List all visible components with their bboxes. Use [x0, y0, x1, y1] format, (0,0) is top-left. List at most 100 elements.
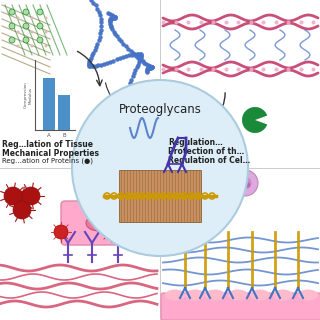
Point: [286, 20, 291, 25]
FancyBboxPatch shape: [61, 201, 137, 245]
Point: [108, 59, 113, 64]
Point: [98, 62, 103, 67]
Point: [198, 67, 203, 72]
Point: [87, 59, 92, 64]
Circle shape: [188, 180, 203, 196]
Point: [145, 67, 150, 72]
Point: [128, 81, 133, 86]
Point: [140, 59, 145, 64]
Circle shape: [37, 9, 43, 15]
Point: [133, 68, 138, 73]
Circle shape: [104, 225, 118, 239]
Point: [93, 44, 99, 49]
Point: [91, 0, 96, 5]
Bar: [58, 95, 70, 130]
Point: [236, 20, 241, 25]
Circle shape: [54, 225, 68, 239]
Point: [108, 21, 113, 27]
Point: [90, 53, 95, 58]
Circle shape: [44, 17, 47, 20]
Text: B: B: [62, 133, 66, 138]
Point: [91, 64, 96, 69]
Point: [112, 15, 117, 20]
Point: [211, 20, 216, 25]
Text: A: A: [47, 133, 51, 138]
Point: [109, 16, 114, 21]
Bar: [119, 170, 201, 222]
Point: [128, 49, 133, 54]
Point: [142, 60, 147, 65]
Point: [116, 36, 121, 41]
Ellipse shape: [298, 290, 318, 300]
Point: [108, 12, 113, 17]
Point: [123, 44, 128, 49]
Point: [186, 67, 191, 72]
Point: [144, 61, 149, 66]
Point: [134, 51, 139, 56]
Circle shape: [44, 44, 47, 47]
Point: [110, 15, 115, 20]
Text: Regulation…: Regulation…: [168, 138, 223, 147]
Point: [98, 31, 103, 36]
Point: [147, 65, 152, 70]
Circle shape: [23, 37, 29, 43]
Point: [160, 20, 165, 25]
Text: Reg…lation of Tissue: Reg…lation of Tissue: [2, 140, 93, 149]
Point: [111, 15, 116, 20]
Point: [133, 53, 138, 58]
Point: [149, 65, 154, 70]
Text: Regulation of Cel…: Regulation of Cel…: [168, 156, 250, 165]
Circle shape: [17, 30, 20, 34]
Point: [114, 34, 119, 39]
Point: [139, 52, 144, 58]
Point: [273, 20, 278, 25]
Point: [148, 64, 153, 69]
Ellipse shape: [86, 215, 112, 231]
Circle shape: [30, 17, 34, 20]
Circle shape: [245, 182, 251, 188]
Point: [135, 62, 140, 67]
Point: [261, 20, 266, 25]
Point: [127, 84, 132, 89]
Point: [98, 13, 103, 18]
Point: [88, 64, 93, 69]
Point: [148, 65, 153, 70]
Point: [113, 15, 118, 20]
Point: [147, 63, 152, 68]
Point: [130, 74, 135, 79]
Point: [248, 20, 253, 25]
Point: [121, 55, 126, 60]
Point: [273, 67, 278, 72]
Ellipse shape: [250, 290, 270, 300]
Point: [112, 15, 117, 20]
Point: [138, 58, 143, 63]
Point: [86, 61, 91, 67]
Point: [96, 38, 101, 43]
Circle shape: [30, 30, 34, 34]
Point: [89, 64, 94, 69]
Point: [111, 58, 116, 63]
Point: [145, 62, 150, 68]
Circle shape: [238, 177, 252, 189]
Point: [132, 52, 137, 57]
Point: [111, 14, 116, 19]
Circle shape: [189, 183, 195, 188]
Circle shape: [239, 179, 244, 183]
Text: Mechanical Properties: Mechanical Properties: [2, 149, 99, 158]
Point: [95, 63, 100, 68]
FancyBboxPatch shape: [161, 293, 320, 320]
Circle shape: [196, 188, 201, 193]
Circle shape: [23, 23, 29, 29]
Text: Protection of th…: Protection of th…: [168, 147, 244, 156]
Point: [121, 41, 126, 46]
Point: [132, 71, 137, 76]
Point: [111, 15, 116, 20]
Point: [149, 65, 154, 70]
Point: [138, 56, 143, 61]
Point: [149, 65, 154, 70]
Point: [86, 62, 92, 68]
Point: [139, 54, 144, 60]
Ellipse shape: [228, 290, 248, 300]
Point: [88, 55, 93, 60]
Circle shape: [37, 23, 43, 29]
